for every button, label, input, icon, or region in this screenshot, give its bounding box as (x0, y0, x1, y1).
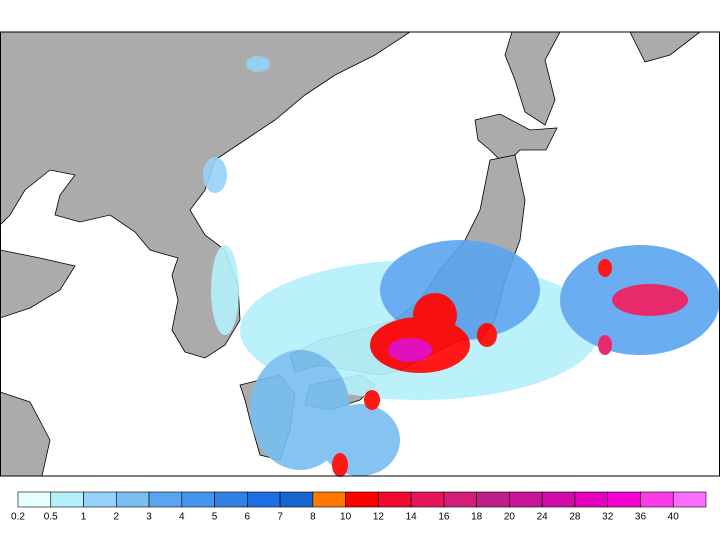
legend-swatch (410, 491, 445, 508)
rain-area (211, 245, 239, 335)
legend-label: 5 (212, 512, 218, 523)
rain-area (332, 453, 348, 477)
legend-label: 6 (245, 512, 251, 523)
legend-swatch (312, 491, 346, 508)
legend-swatch (83, 491, 117, 508)
legend-swatch (443, 491, 477, 508)
legend-swatch (214, 491, 248, 508)
rain-area (320, 404, 400, 476)
land-sakhalin (504, 31, 561, 126)
legend-label: 0.5 (44, 512, 58, 523)
legend-swatch (640, 491, 674, 508)
legend-swatch (378, 491, 412, 508)
legend-label: 28 (569, 512, 581, 523)
legend-swatch (50, 491, 84, 508)
legend-swatch (509, 491, 543, 508)
legend-swatch (115, 491, 150, 508)
legend-label: 0.2 (11, 512, 25, 523)
legend-swatch (607, 491, 641, 508)
legend-swatch (279, 491, 314, 508)
legend-swatch (541, 491, 576, 508)
legend-swatch (247, 491, 281, 508)
land-china (0, 249, 76, 319)
legend-label: 10 (340, 512, 352, 523)
legend-label: 20 (504, 512, 516, 523)
rain-area (413, 293, 457, 337)
rain-area (598, 259, 612, 277)
colorbar: 0.2 0.5 1 2 3 4 5 6 7 8 10 12 14 16 18 20 24 28 32 36 40 (11, 491, 707, 523)
legend-swatch (672, 491, 707, 508)
legend-label: 12 (373, 512, 385, 523)
legend-swatch (181, 491, 215, 508)
legend-label: 40 (668, 512, 680, 523)
legend-label: 4 (179, 512, 185, 523)
legend-swatch (574, 491, 609, 508)
land-hokkaido (474, 113, 558, 166)
legend-label: 16 (438, 512, 450, 523)
legend-swatch (345, 491, 379, 508)
precipitation (203, 56, 720, 477)
legend-label: 18 (471, 512, 483, 523)
legend-label: 14 (406, 512, 418, 523)
legend-swatch (476, 491, 510, 508)
legend-swatch (148, 491, 183, 508)
land-mainland (0, 31, 412, 359)
legend-label: 36 (635, 512, 647, 523)
legend-swatch (17, 491, 52, 508)
legend-label: 2 (114, 512, 120, 523)
rain-area (477, 323, 497, 347)
legend-label: 24 (537, 512, 549, 523)
legend-label: 8 (310, 512, 316, 523)
legend-label: 3 (146, 512, 152, 523)
rain-area (203, 157, 227, 193)
rain-area (364, 390, 380, 410)
legend-label: 1 (81, 512, 87, 523)
rain-area (388, 338, 432, 362)
legend-label: 32 (602, 512, 614, 523)
legend-label: 7 (277, 512, 283, 523)
rain-area (246, 56, 270, 72)
rain-area (598, 335, 612, 355)
land-china-south (0, 391, 51, 477)
map (0, 31, 720, 477)
rain-area (612, 284, 688, 316)
